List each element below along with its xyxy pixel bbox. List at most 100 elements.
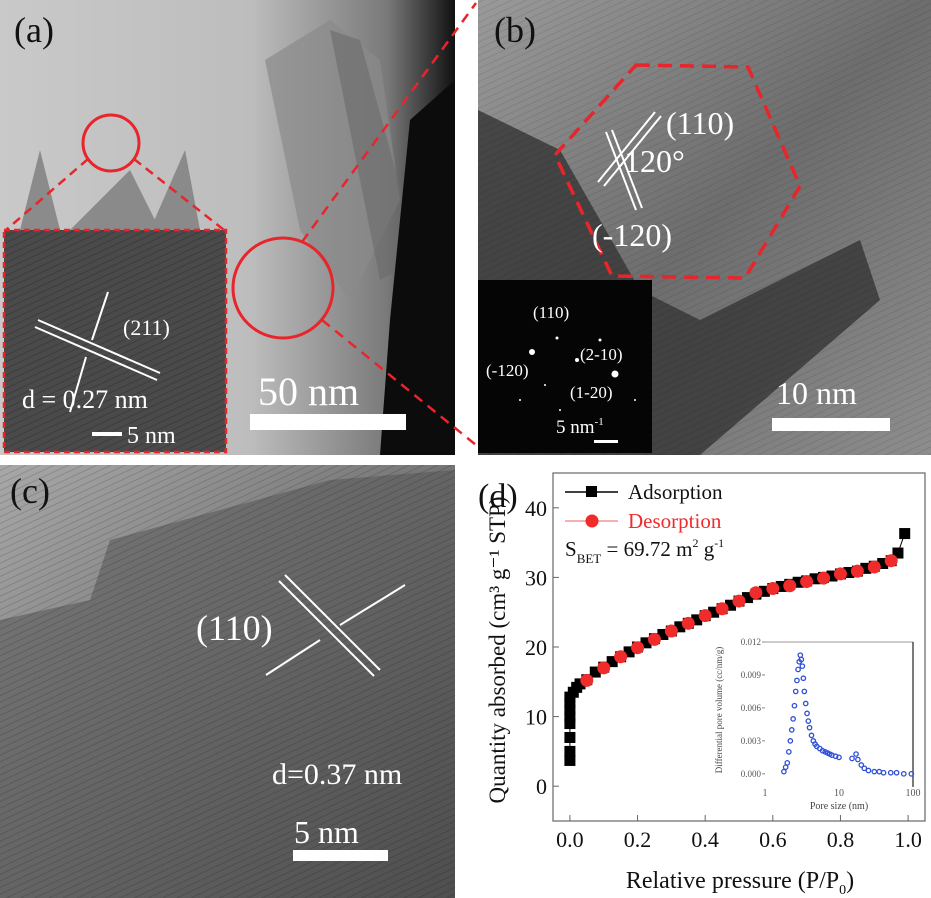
pore-size-point [790, 716, 796, 722]
data-marks [564, 528, 911, 766]
pore-size-point [861, 765, 868, 772]
adsorption-point [606, 656, 618, 668]
desorption-point [698, 609, 712, 623]
adsorption-point [741, 592, 753, 604]
desorption-point [817, 571, 831, 585]
adsorption-point [640, 637, 652, 649]
x-tick-label: 1.0 [894, 827, 922, 852]
adsorption-point [564, 731, 576, 743]
inset-border [2, 228, 228, 454]
scale-bar [293, 850, 388, 861]
desorption-point [681, 616, 695, 630]
pore-size-point [784, 759, 791, 766]
y-tick-label: 10 [525, 705, 547, 730]
saed-spot-label: (1-20) [570, 383, 612, 402]
adsorption-point [657, 628, 669, 640]
plane-label: (110) [196, 608, 273, 648]
adsorption-point [674, 621, 686, 633]
nanorod [330, 30, 420, 280]
adsorption-point [899, 528, 911, 540]
scale-label-inset: 5 nm [127, 423, 176, 449]
inset-x-tick-label: 10 [834, 788, 844, 799]
x-tick-label: 0.8 [827, 827, 855, 852]
saed-spot-label: (-120) [486, 361, 528, 380]
inset-y-tick-label: 0.006 [741, 703, 762, 713]
desorption-point [580, 673, 594, 687]
desorption-point [597, 661, 611, 675]
axes: 0.0 0.2 0.4 0.6 0.8 1.0 0 10 20 30 40 [525, 496, 922, 852]
d-spacing-label: d=0.37 nm [272, 758, 402, 791]
inset-y-tick-label: 0.000 [741, 769, 762, 779]
pore-size-point [900, 770, 907, 777]
adsorption-point [792, 576, 804, 588]
panel-label-c: (c) [10, 471, 50, 511]
panel-c: (c) (110) d=0.37 nm 5 nm [0, 465, 455, 898]
adsorption-point [564, 745, 576, 757]
legend-label-desorption: Desorption [628, 509, 722, 533]
inset-x-axis-label: Pore size (nm) [810, 801, 868, 812]
y-tick-label: 40 [525, 496, 547, 521]
pore-size-point [908, 770, 915, 777]
zoom-line [133, 158, 225, 231]
x-tick-label: 0.4 [691, 827, 719, 852]
panel-label-d: (d) [478, 478, 518, 515]
scale-bar [772, 418, 890, 431]
saed-inset [478, 280, 652, 453]
panel-a: (a) (211) d = 0.27 nm 5 nm 50 nm [0, 0, 478, 455]
adsorption-point [725, 599, 737, 611]
x-tick-label: 0.6 [759, 827, 787, 852]
adsorption-point [775, 580, 787, 592]
pore-size-point [865, 767, 872, 774]
zoom-circle-small [81, 113, 141, 173]
pore-size-point [880, 769, 887, 776]
pore-size-point [791, 702, 798, 709]
legend-marker-adsorption [586, 486, 597, 497]
desorption-point [614, 650, 628, 664]
inset-y-tick-label: 0.009 [741, 670, 762, 680]
desorption-point [850, 564, 864, 578]
desorption-point [833, 567, 847, 581]
y-axis-label: Quantity absorbed (cm³ g⁻¹ STP) [485, 497, 510, 804]
legend: Adsorption Desorption [565, 480, 723, 533]
panel-label-a: (a) [14, 10, 54, 50]
pore-size-point [798, 656, 805, 663]
zoom-line [300, 2, 478, 243]
pore-size-point [836, 754, 842, 761]
plane-label: (211) [123, 315, 170, 340]
dark-region [380, 80, 455, 455]
scale-bar-inset [92, 432, 122, 436]
desorption-point [715, 602, 729, 616]
pore-size-point [887, 769, 894, 776]
desorption-point [749, 586, 763, 600]
pore-size-point [853, 751, 859, 757]
panel-label-b: (b) [494, 10, 536, 50]
x-tick-label: 0.2 [624, 827, 652, 852]
pore-size-inset: 0.000 0.003 0.006 0.009 0.012 1 10 100 Pore size… [714, 637, 921, 812]
scale-bar [250, 414, 406, 430]
desorption-point [732, 594, 746, 608]
inset-x-tick-label: 100 [906, 788, 921, 799]
saed-scale-label: 5 nm-1 [556, 416, 604, 438]
nanorods-left [20, 150, 200, 230]
panel-b: (110) 120° (-120) (110) (-120) (2-10) (1… [478, 0, 931, 455]
saed-spot-label: (110) [533, 303, 569, 322]
diffraction-spots [519, 336, 636, 411]
pore-size-point [792, 688, 799, 695]
legend-label-adsorption: Adsorption [628, 480, 723, 504]
plane-label-120: (-120) [592, 217, 672, 253]
saed-spot-label: (2-10) [580, 345, 622, 364]
pore-size-point [893, 769, 900, 776]
desorption-point [884, 554, 898, 568]
adsorption-point [564, 718, 576, 730]
zoom-circle-large [231, 236, 335, 340]
desorption-point [783, 579, 797, 593]
pore-size-point [808, 732, 815, 739]
bet-surface-area: SBET = 69.72 m2 g-1 [565, 536, 724, 566]
pore-size-point [804, 710, 810, 717]
saed-scale-bar [594, 440, 618, 443]
pore-size-point [787, 738, 794, 744]
scale-label: 5 nm [294, 814, 359, 850]
pore-size-point [788, 727, 795, 733]
